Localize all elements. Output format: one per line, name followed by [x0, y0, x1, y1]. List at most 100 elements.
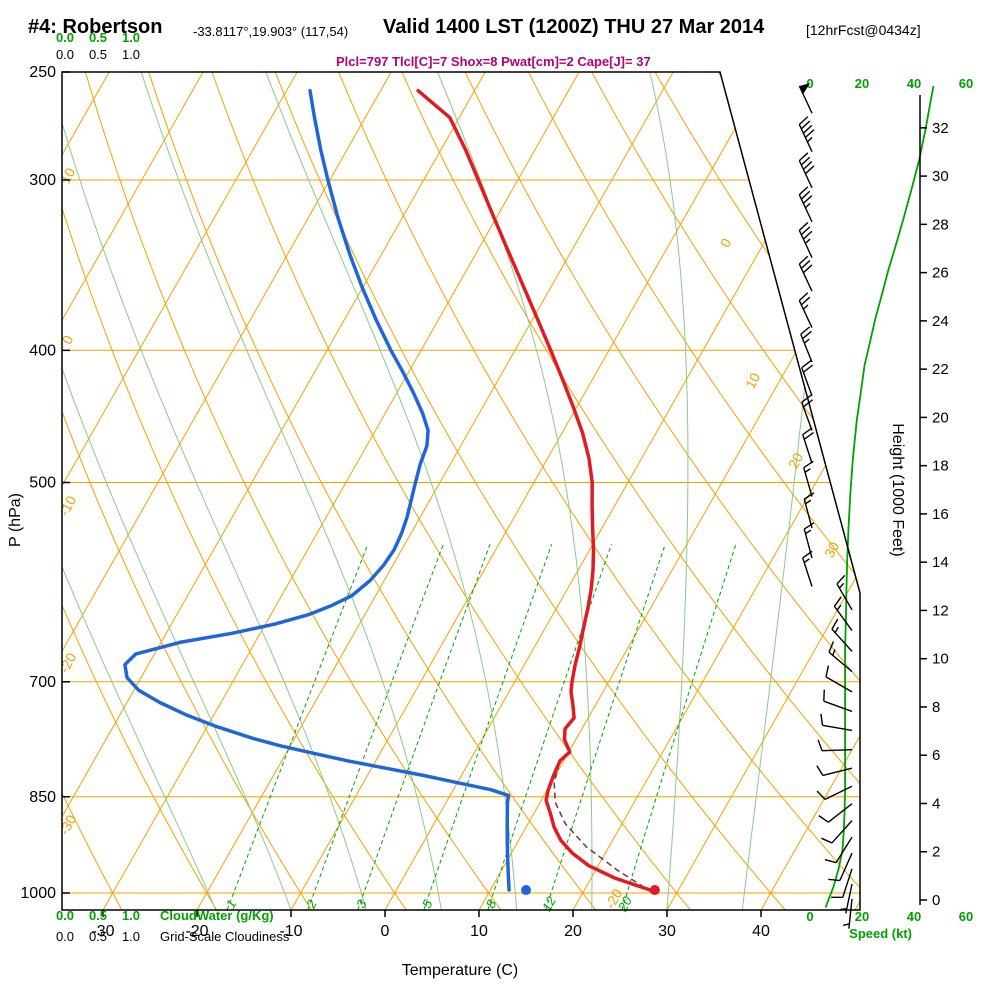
pressure-tick-label: 300	[29, 172, 56, 189]
station-title: #4: Robertson	[28, 16, 163, 38]
height-tick-label: 0	[932, 892, 940, 909]
isotherm-edge-label: 30	[821, 539, 843, 560]
isotherm-line	[62, 72, 204, 910]
dry-adiabat-line	[591, 72, 860, 910]
wind-barb	[801, 402, 813, 431]
dry-adiabat-line	[62, 72, 217, 910]
temperature-tick-label: 40	[752, 923, 770, 940]
isotherm-line	[0, 72, 15, 910]
wind-barb	[845, 883, 853, 914]
moist-adiabat-line	[741, 72, 831, 910]
dry-adiabat-line	[274, 72, 786, 910]
wind-barb	[822, 724, 853, 732]
cloudwater-scale-bottom-label: 0.5	[89, 908, 107, 923]
dry-adiabat-line	[844, 72, 860, 910]
wind-barb	[828, 651, 853, 673]
wind-barb	[831, 820, 853, 844]
wind-barb	[835, 836, 853, 863]
speed-scale-top-label: 20	[855, 76, 869, 91]
isotherm-line	[62, 72, 392, 910]
speed-scale-bottom-label: 40	[907, 909, 921, 924]
temperature-tick-label: 20	[564, 923, 582, 940]
dry-adiabat-line	[527, 72, 860, 910]
temperature-tick-label: 0	[381, 923, 390, 940]
temperature-tick-label: 10	[470, 923, 488, 940]
isotherm-line	[572, 72, 860, 910]
height-tick-label: 14	[932, 554, 949, 571]
wind-speed-curve	[824, 85, 935, 908]
pressure-tick-label: 400	[29, 342, 56, 359]
height-axis-title: Height (1000 Feet)	[889, 423, 906, 556]
height-tick-label: 22	[932, 361, 949, 378]
height-tick-label: 20	[932, 409, 949, 426]
wind-barb	[798, 194, 813, 223]
isotherm-line	[62, 72, 298, 910]
mixing-ratio-label: 8	[483, 896, 500, 910]
wind-barb	[803, 498, 813, 529]
dry-adiabat-line	[211, 72, 691, 910]
cloudiness-axis-title: Grid-Scale Cloudiness	[160, 929, 290, 944]
height-tick-label: 26	[932, 265, 949, 282]
mixing-ratio-lines	[226, 544, 737, 910]
cloudwater-scale-top-label: 0.5	[89, 30, 107, 45]
temperature-tick-label: -10	[279, 923, 302, 940]
dry-adiabat-edge-label: -10	[56, 493, 80, 519]
dry-adiabat-line	[338, 72, 860, 910]
speed-scale-bottom-label: 60	[959, 909, 973, 924]
isotherm-line	[384, 72, 860, 910]
station-coordinates: -33.8117°,19.903° (117,54)	[193, 24, 349, 39]
mixing-ratio-line	[307, 544, 444, 910]
wind-barb	[823, 700, 853, 713]
cloudwater-scale-bottom-label: 0.0	[56, 908, 74, 923]
isotherm-edge-label: 10	[742, 370, 764, 391]
isotherm-line	[478, 72, 860, 910]
wind-barbs	[798, 83, 853, 929]
dry-adiabat-line	[62, 72, 312, 910]
temperature-axis-title: Temperature (C)	[402, 962, 518, 979]
pressure-tick-label: 700	[29, 674, 56, 691]
isotherm-line	[760, 72, 860, 910]
moist-adiabat-line	[62, 72, 217, 910]
pressure-tick-label: 850	[29, 789, 56, 806]
dry-adiabat-line	[717, 72, 860, 910]
pressure-axis-title: P (hPa)	[7, 493, 24, 547]
temperature-curve	[416, 88, 652, 892]
wind-barb	[839, 852, 853, 881]
cloudiness-scale-bottom-label: 0.0	[56, 929, 74, 944]
wind-barb	[825, 676, 853, 693]
plot-boundary	[61, 71, 861, 911]
dry-adiabat-edge-label: 10	[57, 165, 79, 186]
cloudwater-scale-bottom-label: 1.0	[122, 908, 140, 923]
moist-adiabat-line	[62, 72, 292, 910]
mixing-ratio-label: 3	[353, 896, 370, 910]
moist-adiabat-line	[649, 72, 689, 910]
wind-barb	[798, 230, 813, 258]
height-tick-label: 16	[932, 506, 949, 523]
temperature-tick-label: -20	[185, 923, 208, 940]
wind-barb	[800, 333, 813, 363]
cloudiness-scale-top-label: 0.0	[56, 47, 74, 62]
dry-adiabat-line	[908, 72, 1000, 910]
valid-time-title: Valid 1400 LST (1200Z) THU 27 Mar 2014	[383, 16, 765, 38]
dewpoint-curve	[123, 88, 511, 892]
speed-scale-top-label: 60	[959, 76, 973, 91]
dry-adiabat-line	[401, 72, 860, 910]
pressure-tick-label: 250	[29, 64, 56, 81]
sounding-parameters: Plcl=797 Tlcl[C]=7 Shox=8 Pwat[cm]=2 Cap…	[336, 54, 651, 69]
wind-barb	[827, 803, 853, 823]
dry-adiabat-line	[464, 72, 860, 910]
dry-adiabat-line	[84, 72, 502, 910]
isotherm-line	[62, 72, 486, 910]
mixing-ratio-line	[423, 544, 553, 910]
mixing-ratio-line	[545, 544, 666, 910]
height-tick-label: 12	[932, 602, 949, 619]
dry-adiabat-line	[62, 72, 407, 910]
wind-barb	[824, 785, 853, 800]
isotherm-line	[854, 72, 860, 910]
cloudiness-scale-top-label: 0.5	[89, 47, 107, 62]
cloudiness-scale-bottom-label: 1.0	[122, 929, 140, 944]
pressure-tick-label: 1000	[20, 885, 56, 902]
generated-chart-layers: 1 2 3 5 8 12 20100-10-20-300102030-20250300400…	[0, 30, 1000, 944]
